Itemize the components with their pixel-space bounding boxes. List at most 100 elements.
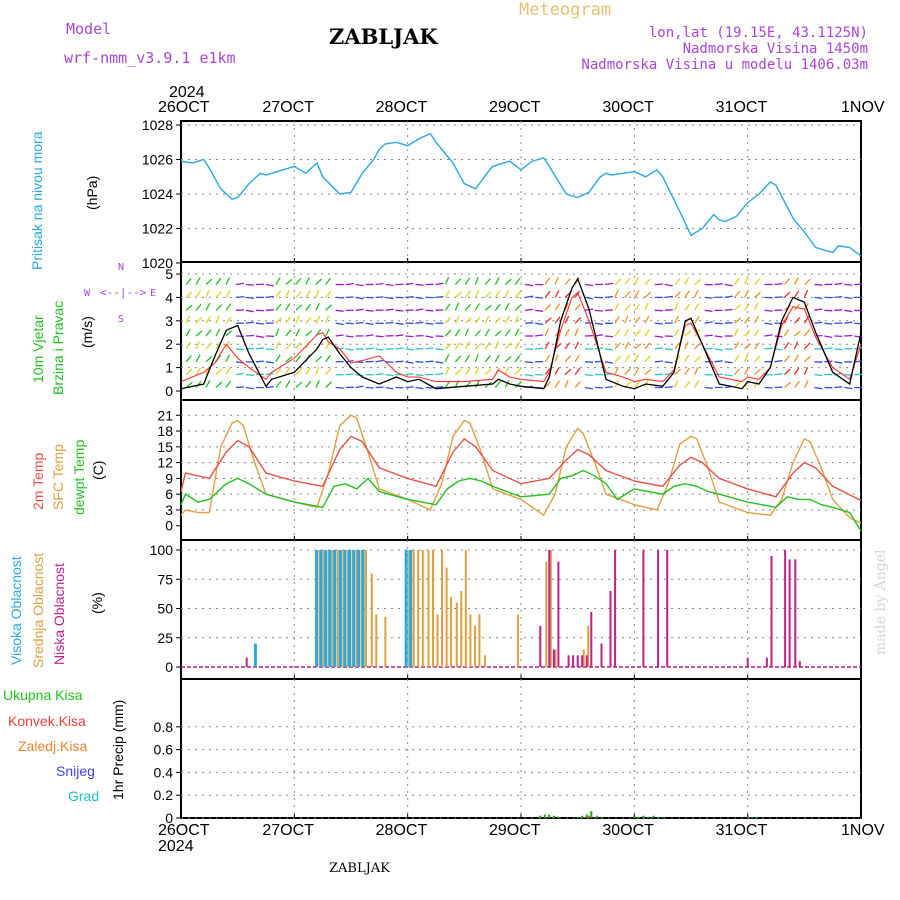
y-tick-label: 1024 [142,186,173,202]
wind-barb [704,321,713,324]
wind-barb [803,329,810,337]
wind-barb [275,303,282,311]
compass-e-label: E [150,288,157,299]
cloud-bar [798,661,801,667]
wind-barb [215,341,221,350]
wind-barb [504,278,512,285]
wind-barb [265,348,274,351]
wind-barb [724,361,733,364]
wind-barb [305,316,312,324]
wind-barb [514,315,519,324]
cloud-bar [788,559,791,667]
wind-barb [474,329,482,337]
wind-barb [205,342,212,350]
cloud-bar [436,614,439,667]
y-tick-label: 75 [157,571,173,587]
wind-barb [694,289,699,298]
precip-bar [646,816,649,818]
y-tick-label: 3 [165,313,173,329]
wind-barb [285,342,292,350]
wind-barb [464,290,471,298]
wind-barb [754,278,761,285]
wind-barb [195,354,201,363]
wind-barb [504,342,512,350]
wind-barb [784,277,791,285]
y-tick-label: 0.6 [154,742,174,758]
wind-barb [554,354,559,363]
y-tick-label: 0 [165,810,173,826]
wind-barb [664,361,673,364]
wind-barb [824,335,833,339]
wind-barb [335,322,344,326]
wind-barb [205,380,211,388]
cloud-bar [460,591,463,667]
wind-barb [604,386,614,389]
cloud-bar [333,550,337,667]
y-tick-label: 0 [165,659,173,675]
wind-barb [295,277,302,285]
precip-legend-snow: Snijeg [56,763,95,779]
wind-barb [803,367,809,375]
panel-frame [180,678,862,819]
wind-barb [255,360,264,363]
wind-barb [634,316,641,324]
precip-legend-hail: Grad [68,788,100,804]
cloud-bar [253,643,257,667]
wind-barb [315,355,323,363]
y-tick-label: 12 [157,455,173,471]
wind-barb [793,341,799,350]
year-top: 2024 [169,84,205,101]
wind-barb [514,341,521,350]
wind-barb [325,341,331,350]
wind-barb [734,290,741,298]
wind-barb [764,309,773,312]
wind-barb [504,289,509,298]
wind-barb [554,303,561,311]
wind-barb [494,316,502,324]
wind-barb [315,380,320,388]
sfc-temp-line [180,414,862,524]
compass-s-label: S [118,314,125,325]
wind-barb [195,290,202,298]
wind-barb [255,347,264,350]
wind-barb [395,347,404,350]
wind-barb [275,277,281,285]
wind-barb [644,342,651,350]
precip-bar [583,816,586,818]
wind-barb [794,330,801,337]
wind-barb [285,380,291,388]
wind-barb [754,302,759,311]
wind-barb [784,291,791,298]
wind-barb [624,328,629,337]
wind-barb [295,315,300,324]
wind-barb [754,342,761,350]
y-tick-label: 18 [157,423,173,439]
wind-barb [674,368,681,376]
wind-barb [494,341,500,350]
wind-barb [225,330,233,337]
wind-barb [315,278,323,285]
wind-barb [504,302,510,311]
cloud-bar [469,614,472,667]
wind-barb [844,283,853,286]
wind-barb [624,341,630,350]
wind-barb [275,317,283,324]
wind-barb [225,367,231,375]
wind-barb [564,278,571,285]
wind-barb [305,277,311,285]
precip-bar [751,816,754,818]
wind-barb [554,367,560,375]
wind-barb [275,381,282,388]
wind-barb [594,309,604,312]
cloud-bar [549,550,552,667]
wind-barb [405,282,414,286]
precip-bar [590,811,593,818]
precip-bar [543,814,546,818]
cloud-bar [484,655,487,667]
wind-barb [514,304,522,311]
wind-barb [215,304,223,311]
wind-barb [803,278,811,285]
wind-barb [405,361,414,364]
footer-station: ZABLJAK [329,861,390,876]
